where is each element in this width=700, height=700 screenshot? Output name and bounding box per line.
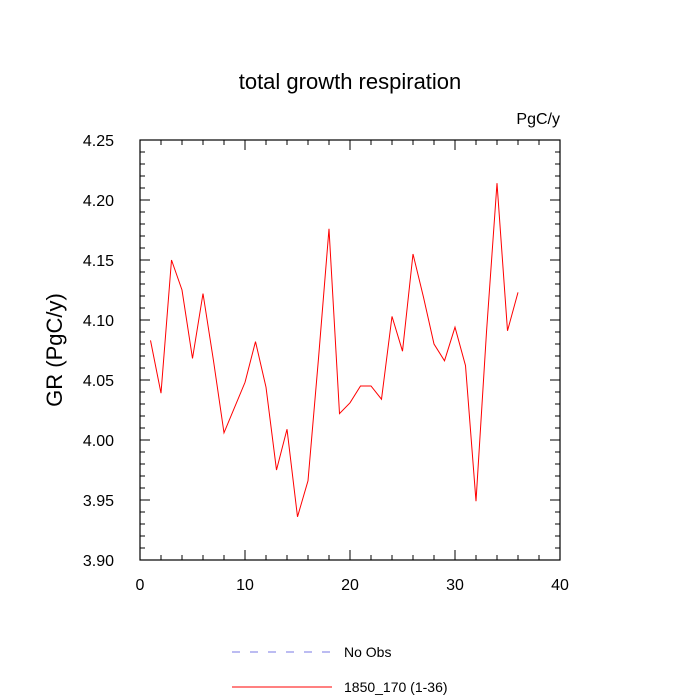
x-tick-label: 40 <box>551 577 569 594</box>
x-tick-label: 20 <box>341 577 359 594</box>
axes: 0 10 20 30 40 3.90 3.95 4.00 4.05 4.10 4.15 4.20 4.2… <box>83 133 569 594</box>
series-line <box>150 183 519 517</box>
y-tick-label: 4.25 <box>83 133 114 150</box>
units-label: PgC/y <box>516 111 560 128</box>
plot-frame <box>139 139 561 561</box>
legend-label: 1850_170 (1-36) <box>344 679 448 695</box>
y-tick-label: 3.90 <box>83 553 114 570</box>
y-axis-label: GR (PgC/y) <box>42 293 67 407</box>
chart-title: total growth respiration <box>239 69 462 94</box>
x-tick-label: 0 <box>136 577 145 594</box>
series-layer <box>150 183 519 517</box>
y-tick-label: 4.10 <box>83 313 114 330</box>
legend: No Obs 1850_170 (1-36) <box>232 644 448 695</box>
y-tick-label: 4.15 <box>83 253 114 270</box>
y-tick-label: 3.95 <box>83 493 114 510</box>
x-tick-label: 10 <box>236 577 254 594</box>
y-tick-label: 4.00 <box>83 433 114 450</box>
legend-label: No Obs <box>344 644 391 660</box>
y-tick-label: 4.05 <box>83 373 114 390</box>
x-tick-label: 30 <box>446 577 464 594</box>
y-tick-label: 4.20 <box>83 193 114 210</box>
